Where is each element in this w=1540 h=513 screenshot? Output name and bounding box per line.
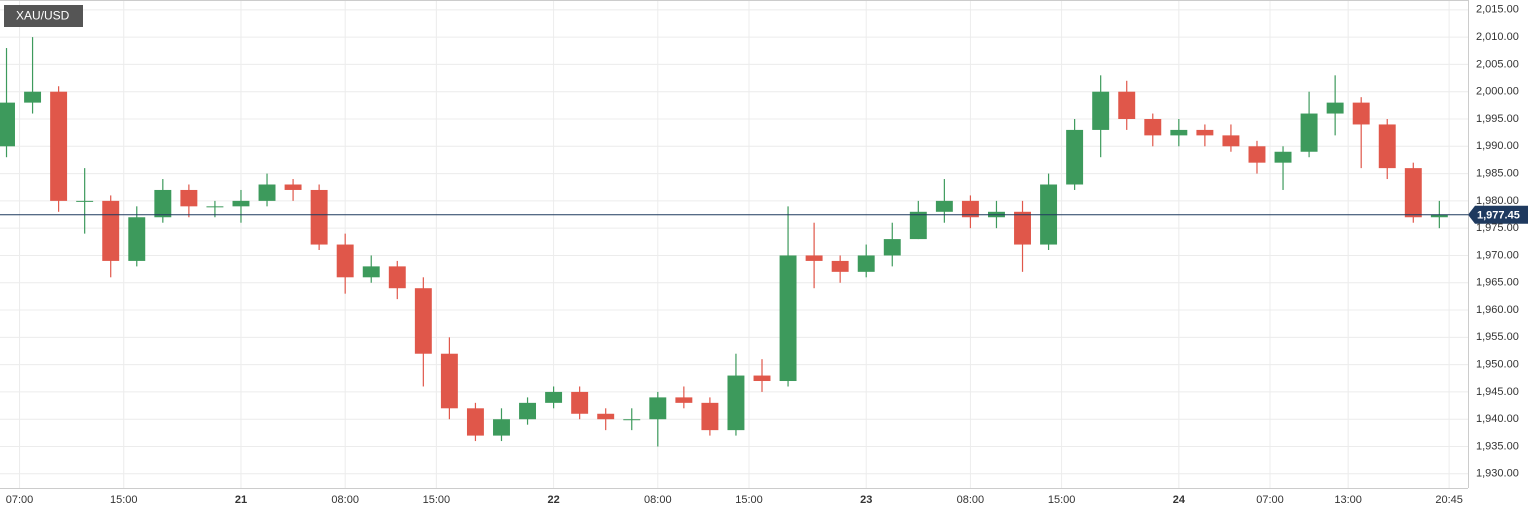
candle-body	[701, 402, 719, 431]
candle-body	[1378, 124, 1396, 169]
y-tick-label: 1,945.00	[1476, 386, 1519, 398]
candle-body	[649, 397, 667, 420]
candle-body	[1066, 129, 1084, 185]
y-tick-label: 1,980.00	[1476, 195, 1519, 207]
candle-body	[1300, 113, 1318, 152]
candle-body	[727, 375, 745, 431]
candle-body	[597, 413, 615, 420]
y-tick-label: 2,000.00	[1476, 86, 1519, 98]
candle-body	[258, 184, 276, 201]
candle-body	[1352, 102, 1370, 125]
x-tick-label: 22	[547, 494, 559, 506]
candle-body	[466, 408, 484, 436]
candle-body	[1222, 135, 1240, 147]
candle-body	[102, 200, 120, 261]
candle-body	[831, 260, 849, 272]
candle-body	[493, 419, 510, 436]
candle-body	[857, 255, 875, 272]
candle-body	[0, 102, 15, 147]
candle-body	[1430, 214, 1448, 218]
candle-body	[961, 200, 979, 218]
y-tick-label: 1,950.00	[1476, 359, 1519, 371]
y-tick-label: 1,965.00	[1476, 277, 1519, 289]
candle-body	[1196, 129, 1214, 136]
last-price-badge	[1468, 205, 1528, 224]
candle-body	[414, 288, 432, 354]
x-tick-label: 13:00	[1334, 494, 1362, 506]
y-tick-label: 1,990.00	[1476, 140, 1519, 152]
last-price-label: 1,977.45	[1477, 210, 1520, 222]
x-tick-label: 20:45	[1435, 494, 1463, 506]
candle-body	[336, 244, 354, 278]
candle-body	[1404, 168, 1422, 218]
candle-body	[571, 391, 589, 414]
candle-body	[909, 211, 927, 240]
x-tick-label: 07:00	[1256, 494, 1284, 506]
candle-body	[935, 200, 953, 212]
candles	[0, 37, 1448, 447]
candle-body	[519, 402, 537, 420]
candle-body	[1144, 118, 1162, 136]
y-tick-label: 1,930.00	[1476, 468, 1519, 480]
candle-body	[440, 353, 458, 409]
y-tick-label: 1,995.00	[1476, 113, 1519, 125]
symbol-label: XAU/USD	[16, 9, 70, 23]
x-tick-label: 24	[1173, 494, 1186, 506]
y-tick-label: 1,955.00	[1476, 331, 1519, 343]
x-tick-label: 08:00	[957, 494, 985, 506]
x-tick-label: 15:00	[110, 494, 138, 506]
candle-body	[1248, 146, 1266, 163]
y-tick-label: 2,015.00	[1476, 4, 1519, 16]
candle-body	[232, 200, 250, 207]
x-tick-label: 08:00	[644, 494, 672, 506]
x-tick-label: 15:00	[423, 494, 451, 506]
y-tick-label: 2,005.00	[1476, 58, 1519, 70]
x-tick-label: 08:00	[331, 494, 359, 506]
y-tick-label: 1,935.00	[1476, 440, 1519, 452]
candle-body	[1092, 91, 1110, 130]
candle-body	[623, 419, 641, 421]
candle-body	[310, 189, 328, 245]
candle-body	[545, 391, 563, 403]
y-tick-label: 1,975.00	[1476, 222, 1519, 234]
candle-body	[675, 397, 693, 403]
candle-body	[883, 239, 901, 256]
candle-body	[76, 200, 94, 202]
candle-body	[1326, 102, 1344, 114]
y-tick-label: 1,940.00	[1476, 413, 1519, 425]
candle-body	[50, 91, 68, 201]
x-tick-label: 23	[860, 494, 872, 506]
y-tick-label: 1,960.00	[1476, 304, 1519, 316]
symbol-badge	[4, 5, 83, 27]
candle-body	[1118, 91, 1136, 119]
x-tick-label: 07:00	[6, 494, 34, 506]
x-tick-label: 21	[235, 494, 247, 506]
candle-body	[1170, 129, 1188, 136]
candle-body	[284, 184, 302, 190]
x-tick-label: 15:00	[735, 494, 763, 506]
candle-body	[206, 206, 224, 208]
candle-body	[362, 266, 380, 278]
x-tick-label: 15:00	[1048, 494, 1076, 506]
candle-body	[24, 91, 42, 103]
candle-body	[154, 189, 172, 218]
candle-body	[388, 266, 406, 289]
candle-body	[753, 375, 771, 382]
candle-body	[128, 217, 146, 261]
y-tick-label: 2,010.00	[1476, 31, 1519, 43]
candle-body	[805, 255, 823, 261]
candle-body	[1274, 151, 1292, 163]
candle-body	[180, 189, 198, 207]
candle-body	[1014, 211, 1031, 245]
y-tick-label: 1,970.00	[1476, 249, 1519, 261]
overlay: 1,977.45	[0, 205, 1528, 224]
y-tick-label: 1,985.00	[1476, 167, 1519, 179]
candle-body	[779, 255, 797, 382]
